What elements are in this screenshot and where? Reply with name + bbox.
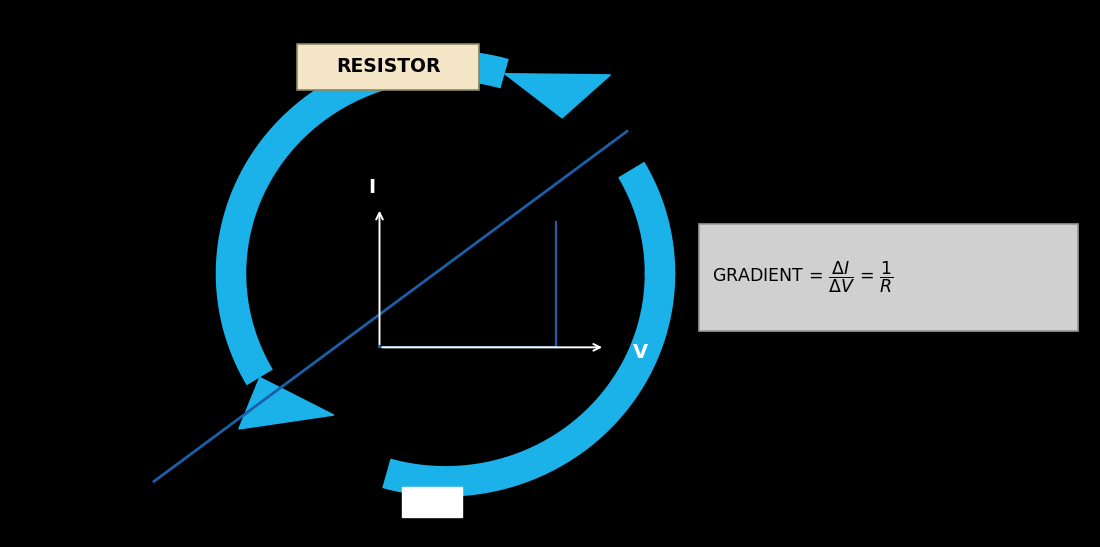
Text: GRADIENT = $\dfrac{\Delta I}{\Delta V}$ = $\dfrac{1}{R}$: GRADIENT = $\dfrac{\Delta I}{\Delta V}$ … [712,260,893,295]
Polygon shape [505,74,611,118]
FancyBboxPatch shape [698,224,1078,331]
Bar [402,487,462,517]
FancyBboxPatch shape [297,44,478,90]
Text: I: I [368,178,375,197]
Text: RESISTOR: RESISTOR [336,57,440,76]
Polygon shape [239,377,333,429]
Text: V: V [632,344,648,362]
